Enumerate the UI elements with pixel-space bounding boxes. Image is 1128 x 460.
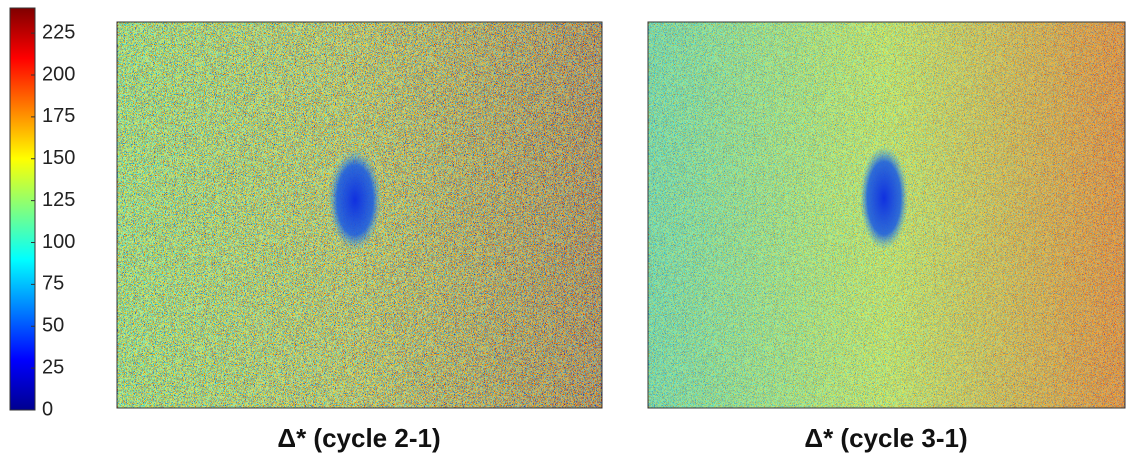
colorbar-tick-label: 200 <box>42 63 75 85</box>
frame <box>116 21 603 409</box>
colorbar-tick-label: 75 <box>42 273 64 295</box>
caption: Δ* (cycle 3-1) <box>804 423 967 453</box>
panel-2 <box>647 21 1126 409</box>
colorbar-tick-label: 125 <box>42 189 75 211</box>
panel-1 <box>116 21 603 409</box>
colorbar-tick-label: 150 <box>42 147 75 169</box>
colorbar-tick-label: 225 <box>42 21 75 43</box>
colorbar-tick-label: 100 <box>42 231 75 253</box>
frame <box>647 21 1126 409</box>
colorbar-tick-label: 50 <box>42 315 64 337</box>
colorbar <box>9 7 36 411</box>
caption: Δ* (cycle 2-1) <box>277 423 440 453</box>
colorbar-tick-label: 175 <box>42 105 75 127</box>
defect <box>860 146 908 250</box>
defect <box>329 150 381 250</box>
colorbar-tick-label: 0 <box>42 398 53 420</box>
colorbar-tick-label: 25 <box>42 356 64 378</box>
